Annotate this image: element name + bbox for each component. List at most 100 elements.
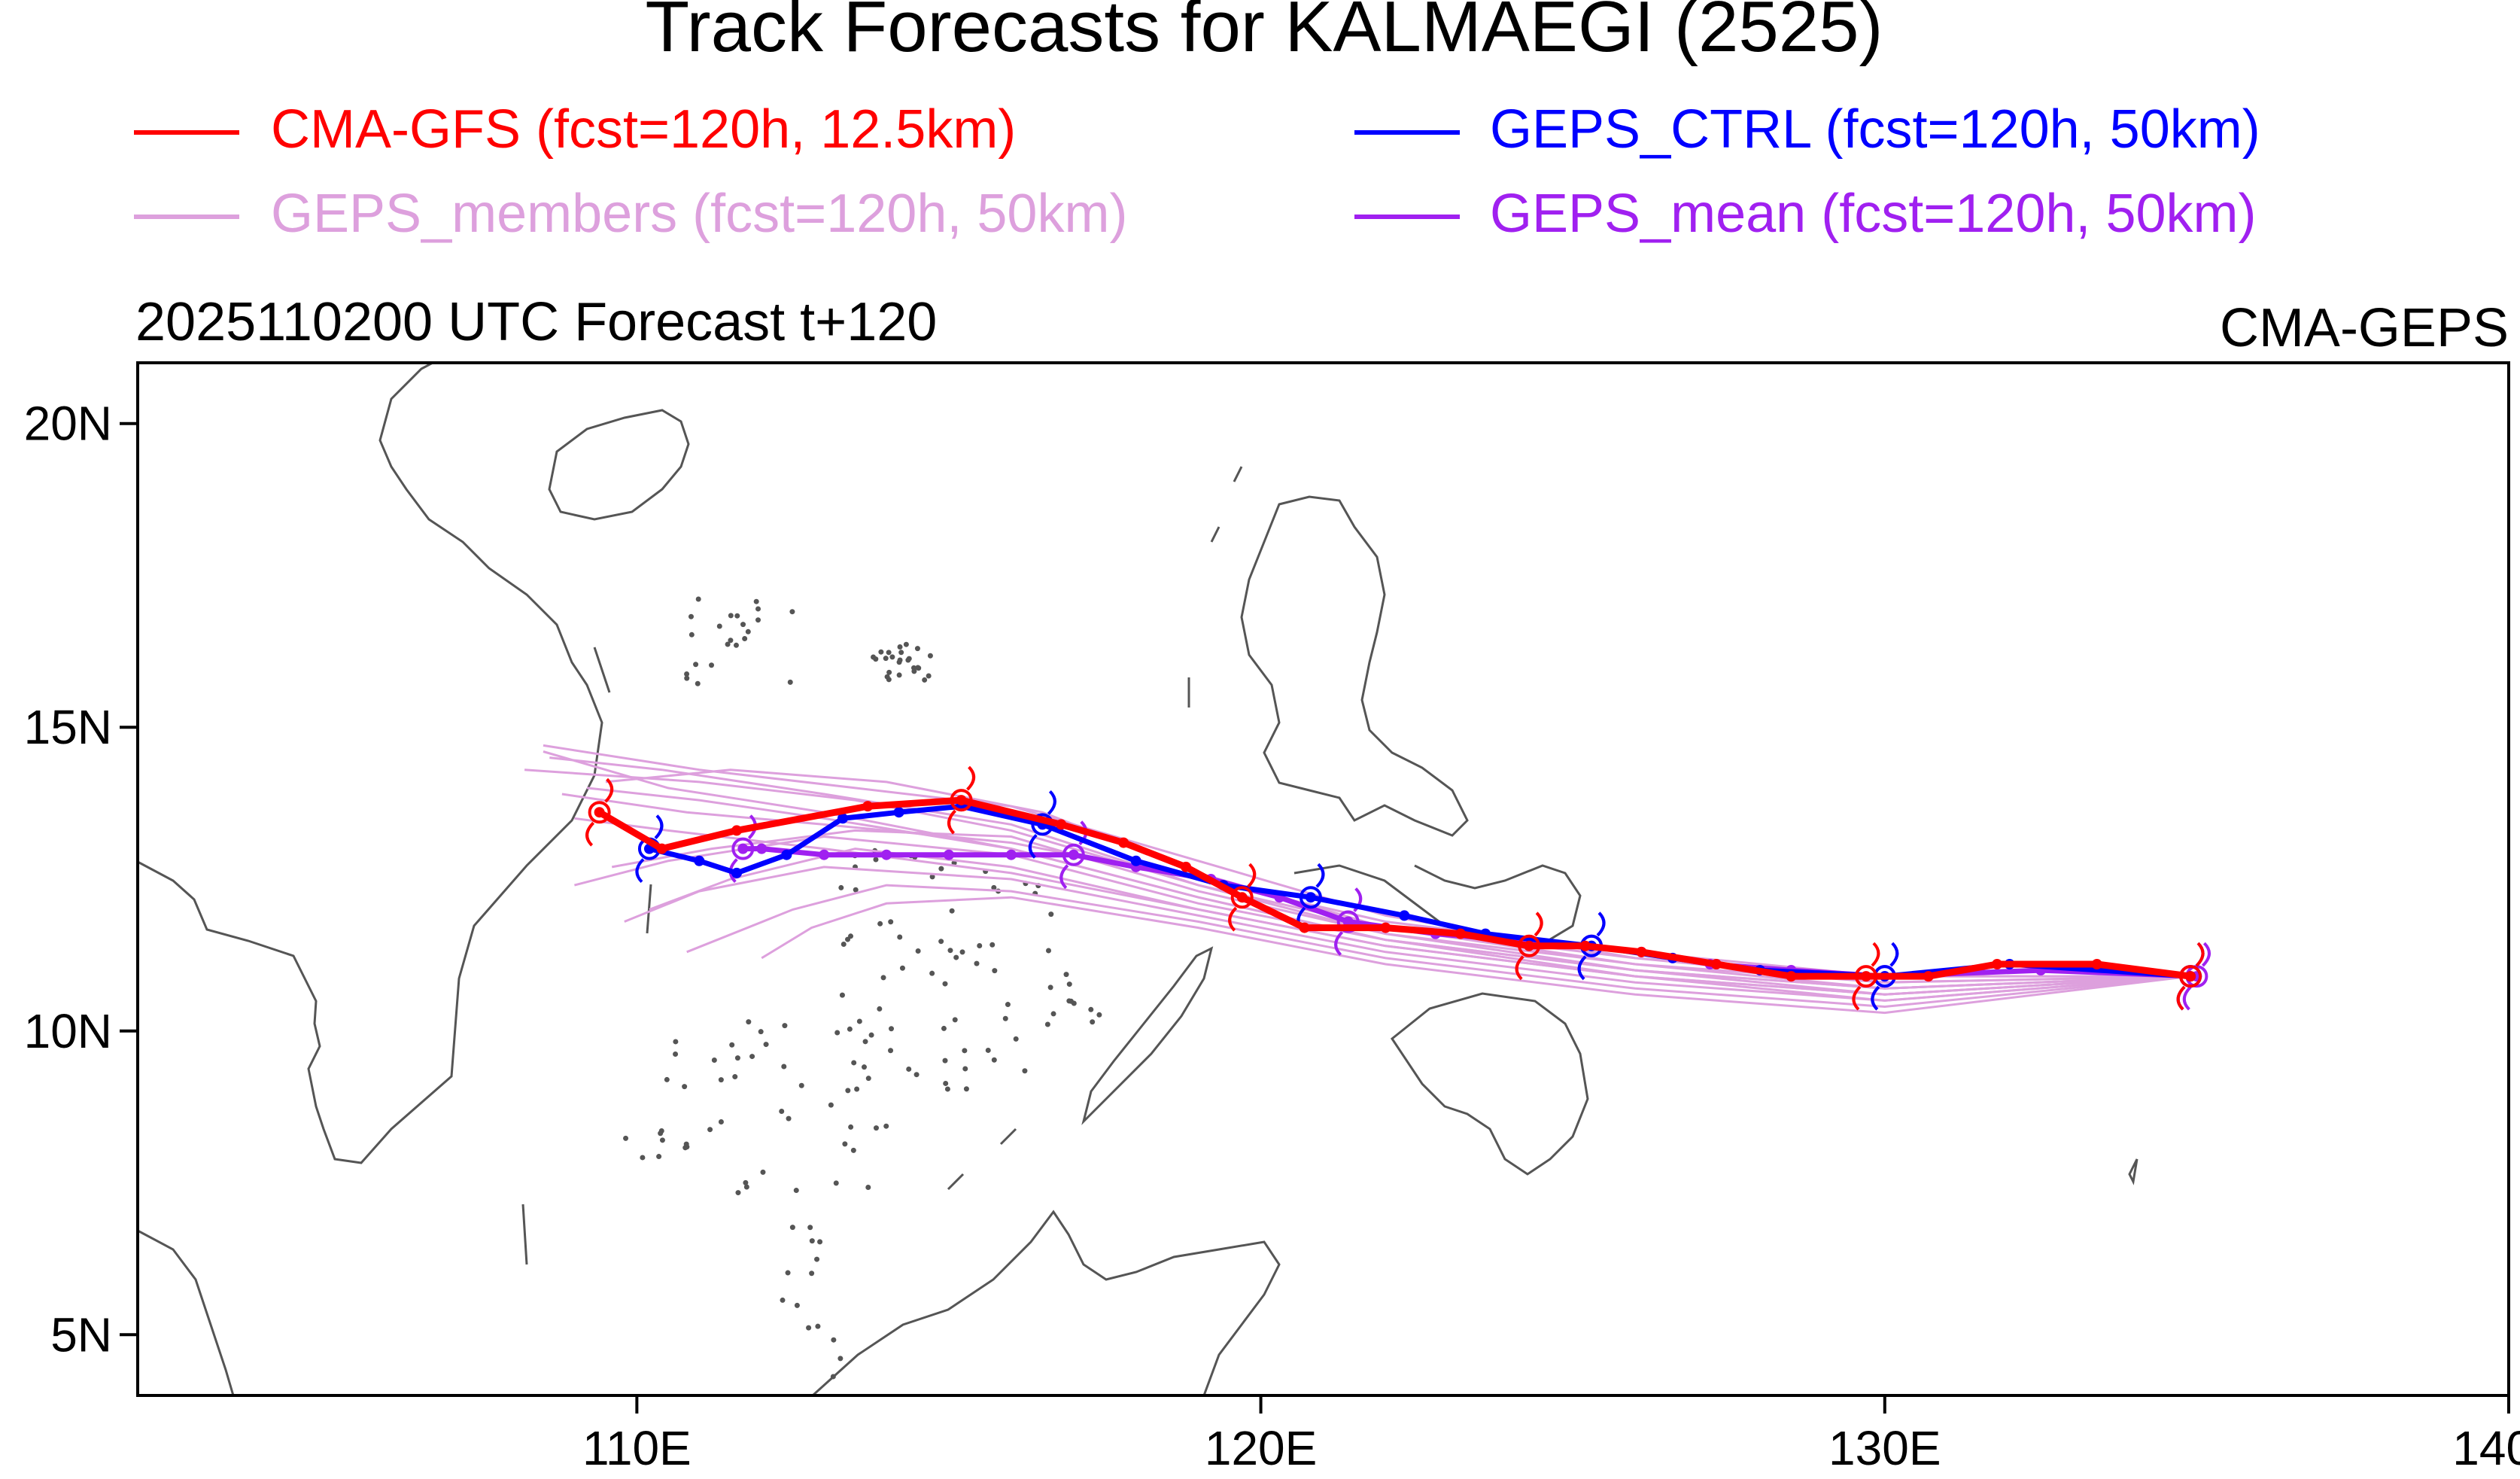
coastline-visayas [1293, 864, 1582, 950]
island-dot [695, 680, 701, 686]
island-dot [743, 1179, 749, 1185]
cma-gfs-point [1992, 958, 2003, 969]
island-dot [850, 1147, 856, 1153]
island-dot [897, 934, 903, 940]
island-dot [862, 1039, 868, 1045]
island-dot [848, 1124, 854, 1130]
island-dot [742, 635, 748, 641]
island-dot [684, 671, 690, 677]
island-dot [728, 638, 734, 644]
island-dot [952, 1017, 958, 1023]
island-dot [886, 677, 892, 683]
cma-gfs-point [1299, 922, 1310, 933]
island-dot [785, 1270, 791, 1276]
island-dot [962, 1066, 968, 1072]
island-dot [755, 617, 761, 623]
cma-gfs-point [1923, 971, 1934, 982]
island-dot [845, 936, 851, 942]
coastline-island-2 [947, 1128, 2139, 1191]
cma-gfs-point [1380, 922, 1391, 933]
island-dot [689, 631, 695, 638]
cma-gfs-point [862, 801, 874, 812]
island-dot [926, 673, 932, 679]
legend: CMA-GFS (fcst=120h, 12.5km) GEPS_CTRL (f… [134, 99, 2260, 244]
coastline-palawan [1081, 946, 1214, 1125]
island-dot [914, 646, 920, 652]
cma-gfs-typhoon-symbol [1515, 911, 1543, 981]
island-dot [1068, 998, 1074, 1004]
island-dot [985, 1047, 991, 1053]
island-dot [991, 884, 997, 890]
island-dot [781, 1064, 787, 1070]
island-dot [815, 1323, 821, 1329]
cma-gfs-typhoon-symbol [2176, 942, 2205, 1011]
island-dot [755, 606, 761, 612]
island-dot [693, 662, 699, 668]
geps-member-track-10 [761, 896, 2191, 1015]
island-dot [1046, 948, 1052, 954]
geps-member-track-6 [686, 884, 2191, 1009]
geps-ctrl-point [781, 849, 792, 860]
island-dot [688, 613, 694, 619]
island-dot [809, 1271, 815, 1277]
coastline-hainan [548, 409, 690, 521]
cma-gfs-point [1118, 837, 1129, 848]
island-dot [888, 1048, 894, 1054]
coastlines [138, 363, 2139, 1395]
island-dot [1088, 1006, 1094, 1012]
geps-mean-point [756, 843, 768, 854]
island-dot [718, 1077, 724, 1083]
island-dot [947, 948, 953, 954]
island-dot [889, 1026, 895, 1032]
island-dot [977, 943, 983, 949]
island-dot [911, 668, 917, 674]
island-dot [807, 1225, 813, 1231]
x-tick-label: 130E [1828, 1421, 1941, 1475]
island-dot [841, 941, 847, 947]
island-dot [640, 1155, 646, 1161]
island-dot [851, 1060, 857, 1066]
island-dot [793, 1188, 799, 1194]
island-dot [707, 1127, 713, 1133]
island-dot [991, 1057, 997, 1063]
island-dot [1002, 1015, 1008, 1021]
island-dot [683, 1141, 689, 1147]
island-dot [943, 1080, 949, 1086]
island-dot [905, 657, 911, 663]
island-dot [1066, 981, 1072, 988]
geps-member-track-5 [605, 768, 2191, 990]
cma-gfs-typhoon-symbol [1852, 942, 1880, 1011]
island-dot [743, 1184, 749, 1190]
coastline-indochina [138, 363, 603, 1164]
island-dot [949, 908, 955, 914]
island-dot [782, 1023, 788, 1029]
island-dot [787, 679, 793, 685]
cma-gfs-point [1056, 819, 1067, 830]
geps-mean-point [819, 849, 830, 860]
y-tick-label: 15N [24, 700, 112, 754]
coastline-mindanao [1390, 992, 1589, 1176]
island-dot [732, 1074, 738, 1080]
island-dot [658, 1131, 664, 1137]
chart-title: Track Forecasts for KALMAEGI (2525) [646, 0, 1883, 67]
island-dot [906, 1066, 912, 1072]
island-dot [915, 665, 921, 671]
island-dot [897, 644, 903, 650]
island-dot [728, 613, 734, 619]
island-dot [944, 1086, 950, 1092]
island-dot [913, 1072, 920, 1078]
geps-mean-point [881, 849, 892, 860]
legend-label-cma-gfs: CMA-GFS (fcst=120h, 12.5km) [271, 99, 1016, 160]
geps-mean-point [943, 849, 954, 860]
island-dot [831, 1337, 837, 1343]
island-dot [794, 1302, 800, 1308]
coastline-malay [138, 1229, 235, 1395]
geps-member-track-7 [561, 793, 2191, 978]
island-dot [709, 662, 715, 668]
cma-gfs-typhoon-symbol [585, 778, 614, 847]
island-dot [903, 641, 909, 647]
geps-ctrl-point [731, 867, 743, 878]
cma-gfs-typhoon-symbol [1228, 863, 1257, 932]
island-dot [873, 857, 879, 863]
